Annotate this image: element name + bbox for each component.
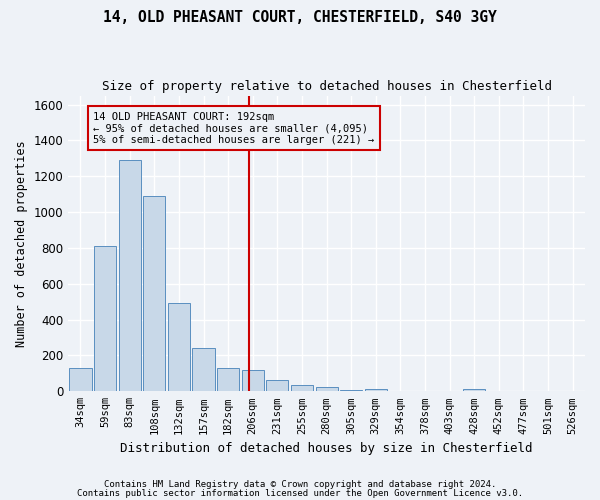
Bar xyxy=(340,390,362,392)
Bar xyxy=(193,348,215,392)
Text: Contains public sector information licensed under the Open Government Licence v3: Contains public sector information licen… xyxy=(77,488,523,498)
Text: Contains HM Land Registry data © Crown copyright and database right 2024.: Contains HM Land Registry data © Crown c… xyxy=(104,480,496,489)
Text: 14, OLD PHEASANT COURT, CHESTERFIELD, S40 3GY: 14, OLD PHEASANT COURT, CHESTERFIELD, S4… xyxy=(103,10,497,25)
Bar xyxy=(266,380,289,392)
Bar xyxy=(316,387,338,392)
Bar xyxy=(70,368,92,392)
Title: Size of property relative to detached houses in Chesterfield: Size of property relative to detached ho… xyxy=(101,80,551,93)
X-axis label: Distribution of detached houses by size in Chesterfield: Distribution of detached houses by size … xyxy=(121,442,533,455)
Bar xyxy=(94,246,116,392)
Text: 14 OLD PHEASANT COURT: 192sqm
← 95% of detached houses are smaller (4,095)
5% of: 14 OLD PHEASANT COURT: 192sqm ← 95% of d… xyxy=(93,112,374,145)
Y-axis label: Number of detached properties: Number of detached properties xyxy=(15,140,28,346)
Bar xyxy=(217,368,239,392)
Bar xyxy=(365,388,387,392)
Bar xyxy=(242,370,264,392)
Bar xyxy=(463,388,485,392)
Bar xyxy=(143,196,166,392)
Bar xyxy=(119,160,141,392)
Bar xyxy=(168,304,190,392)
Bar xyxy=(291,385,313,392)
